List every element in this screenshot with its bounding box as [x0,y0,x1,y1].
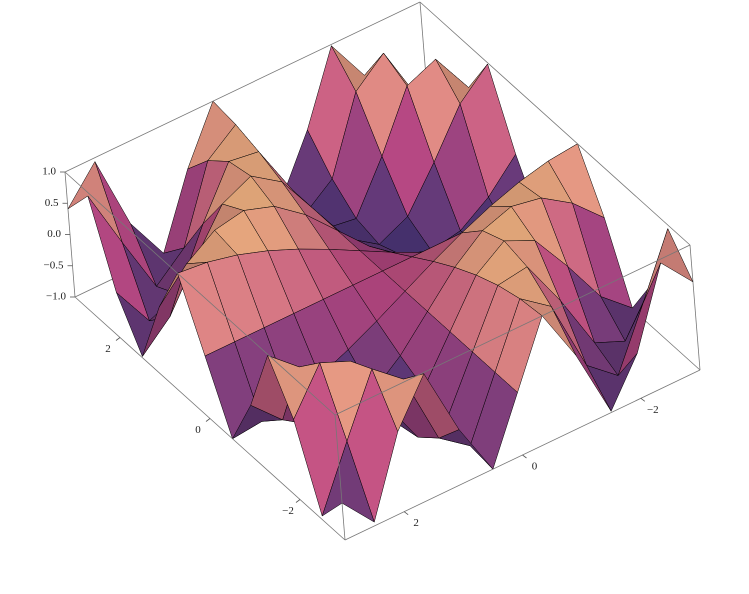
x-tick-label: 0 [195,424,201,436]
z-tick-label: 0.5 [45,197,59,209]
x-tick-label: 2 [105,343,111,355]
box-edge [419,1,691,246]
z-tick-label: 1.0 [42,166,56,178]
y-tick-label: −2 [647,404,659,416]
surface-patch [321,440,375,523]
box-edge [64,1,421,173]
box-edge [334,244,691,416]
box-edge [64,171,336,416]
x-tick [295,499,301,503]
y-tick-label: 2 [413,517,419,529]
z-tick-label: −0.5 [44,259,64,271]
x-tick [115,337,121,341]
x-tick-label: −2 [282,505,294,517]
z-tick-label: 0.0 [47,228,61,240]
y-tick [522,454,527,459]
z-tick-label: −1.0 [46,291,66,303]
x-tick [205,418,211,422]
y-tick [403,511,409,515]
y-tick [640,398,646,402]
box-edge [334,414,346,541]
box-edge [689,244,701,371]
y-tick-label: 0 [532,461,538,473]
